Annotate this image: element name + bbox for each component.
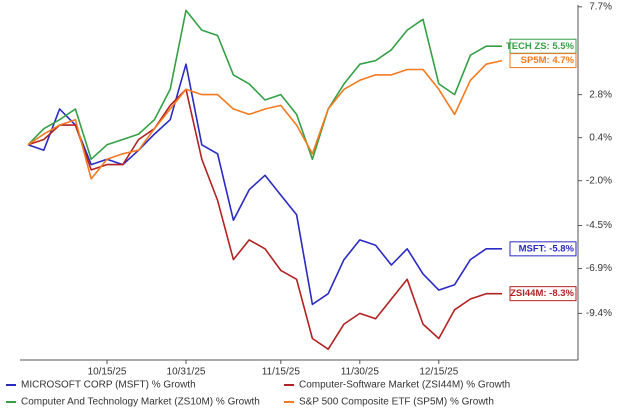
- y-tick-label: -6.9%: [586, 263, 612, 274]
- end-label: TECH ZS: 5.5%: [506, 41, 575, 52]
- y-tick-label: -4.5%: [586, 220, 612, 231]
- end-label: ZSI44M: -8.3%: [510, 288, 574, 299]
- y-tick-label: 7.7%: [589, 1, 612, 12]
- y-tick-label: -2.0%: [586, 175, 612, 186]
- series-line: [27, 9, 502, 160]
- end-label-box: [509, 241, 577, 257]
- x-tick-label: 10/15/25: [88, 367, 127, 378]
- y-tick-label: 0.4%: [589, 132, 612, 143]
- end-label: SP5M: 4.7%: [521, 55, 575, 66]
- x-tick-label: 12/15/25: [419, 367, 458, 378]
- x-tick-label: 11/30/25: [341, 367, 380, 378]
- y-tick-label: -9.4%: [586, 308, 612, 319]
- x-tick-label: 10/31/25: [167, 367, 206, 378]
- legend-label: Computer And Technology Market (ZS10M) %…: [21, 397, 260, 408]
- end-label-box: [509, 286, 577, 302]
- legend-label: Computer-Software Market (ZSI44M) % Grow…: [299, 380, 510, 391]
- x-tick-label: 11/15/25: [262, 367, 301, 378]
- series-line: [27, 88, 502, 350]
- end-label: MSFT: -5.8%: [519, 243, 575, 254]
- series-line: [27, 59, 503, 180]
- y-tick-label: 2.8%: [589, 89, 612, 100]
- legend-label: S&P 500 Composite ETF (SP5M) % Growth: [299, 397, 494, 408]
- end-label-box: [509, 53, 577, 69]
- legend-label: MICROSOFT CORP (MSFT) % Growth: [21, 380, 196, 391]
